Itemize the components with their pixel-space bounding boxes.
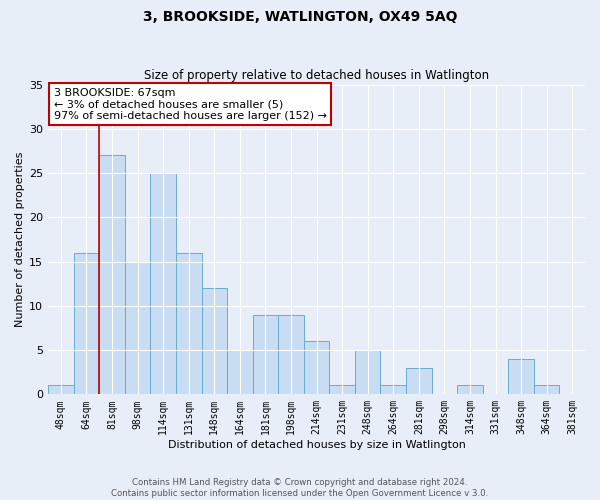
Text: 3, BROOKSIDE, WATLINGTON, OX49 5AQ: 3, BROOKSIDE, WATLINGTON, OX49 5AQ: [143, 10, 457, 24]
Bar: [176, 252, 202, 394]
Bar: [380, 386, 406, 394]
Bar: [406, 368, 431, 394]
Bar: [355, 350, 380, 395]
Bar: [48, 386, 74, 394]
Text: 3 BROOKSIDE: 67sqm
← 3% of detached houses are smaller (5)
97% of semi-detached : 3 BROOKSIDE: 67sqm ← 3% of detached hous…: [53, 88, 326, 121]
Title: Size of property relative to detached houses in Watlington: Size of property relative to detached ho…: [144, 69, 489, 82]
Bar: [329, 386, 355, 394]
Text: Contains HM Land Registry data © Crown copyright and database right 2024.
Contai: Contains HM Land Registry data © Crown c…: [112, 478, 488, 498]
Bar: [227, 350, 253, 395]
Bar: [74, 252, 99, 394]
Y-axis label: Number of detached properties: Number of detached properties: [15, 152, 25, 327]
Bar: [253, 314, 278, 394]
X-axis label: Distribution of detached houses by size in Watlington: Distribution of detached houses by size …: [167, 440, 466, 450]
Bar: [278, 314, 304, 394]
Bar: [125, 262, 151, 394]
Bar: [304, 341, 329, 394]
Bar: [508, 359, 534, 394]
Bar: [151, 173, 176, 394]
Bar: [457, 386, 483, 394]
Bar: [99, 156, 125, 394]
Bar: [534, 386, 559, 394]
Bar: [202, 288, 227, 395]
